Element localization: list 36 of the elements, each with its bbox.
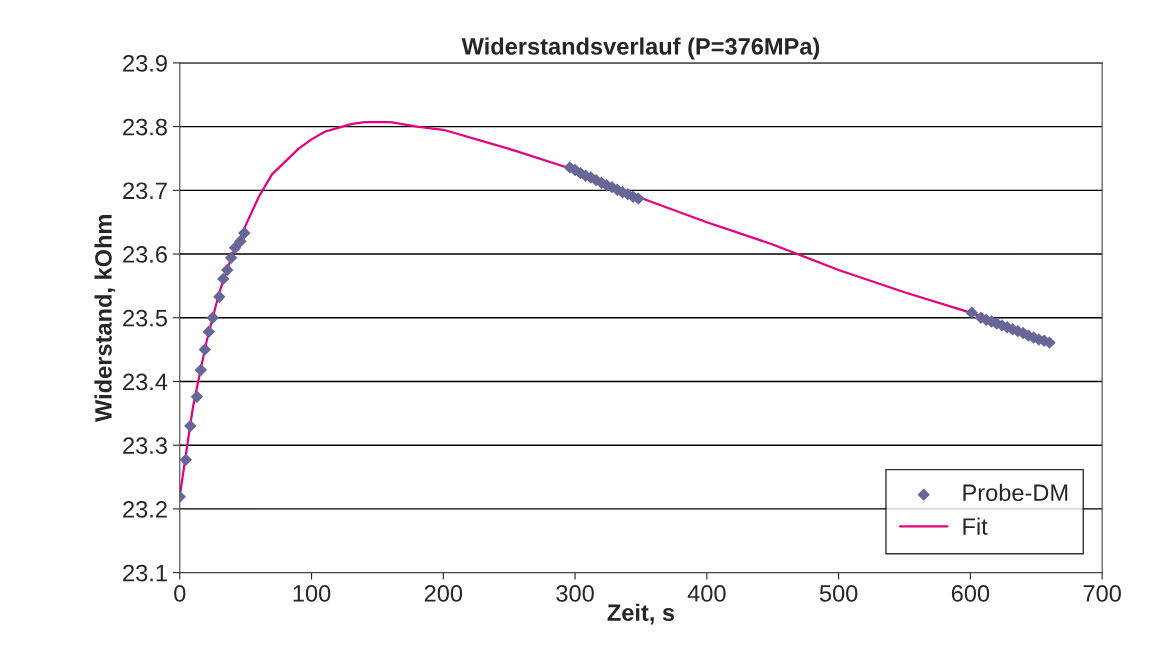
x-tick-label: 200 [424,585,463,602]
point [198,343,212,356]
y-tick-label: 23.8 [123,118,167,136]
x-tick-label: 100 [293,585,331,602]
y-tick-label: 23.2 [123,500,167,518]
point [202,325,215,338]
y-tick-label: 23.1 [123,564,167,582]
legend-label: Fit [963,517,988,535]
point [238,226,251,240]
point [234,235,247,248]
point [190,390,204,403]
point [184,419,197,433]
x-tick-label: 400 [687,585,726,602]
y-tick-label: 23.6 [123,246,167,263]
point [965,306,978,319]
point [221,263,234,277]
point [213,290,226,303]
y-axis-title: Widerstand, kOhm [94,215,116,422]
point [179,453,193,467]
x-tick-label: 600 [951,585,990,602]
y-tick-label: 23.3 [123,437,167,454]
y-tick-label: 23.7 [123,182,167,200]
x-tick-label: 500 [819,585,858,602]
point [224,251,238,265]
point [206,311,219,324]
legend-label: Probe-DM [963,483,1068,502]
point [194,363,208,377]
x-tick-label: 300 [556,585,594,602]
x-tick-label: 0 [174,585,186,602]
y-tick-label: 23.4 [123,373,168,391]
point [217,272,230,286]
x-tick-label: 700 [1083,585,1121,602]
y-tick-label: 23.5 [123,309,167,327]
y-tick-label: 23.9 [123,54,167,72]
chart-title: Widerstandsverlauf (P=376MPa) [461,37,820,60]
x-axis-title: Zeit, s [607,603,675,625]
